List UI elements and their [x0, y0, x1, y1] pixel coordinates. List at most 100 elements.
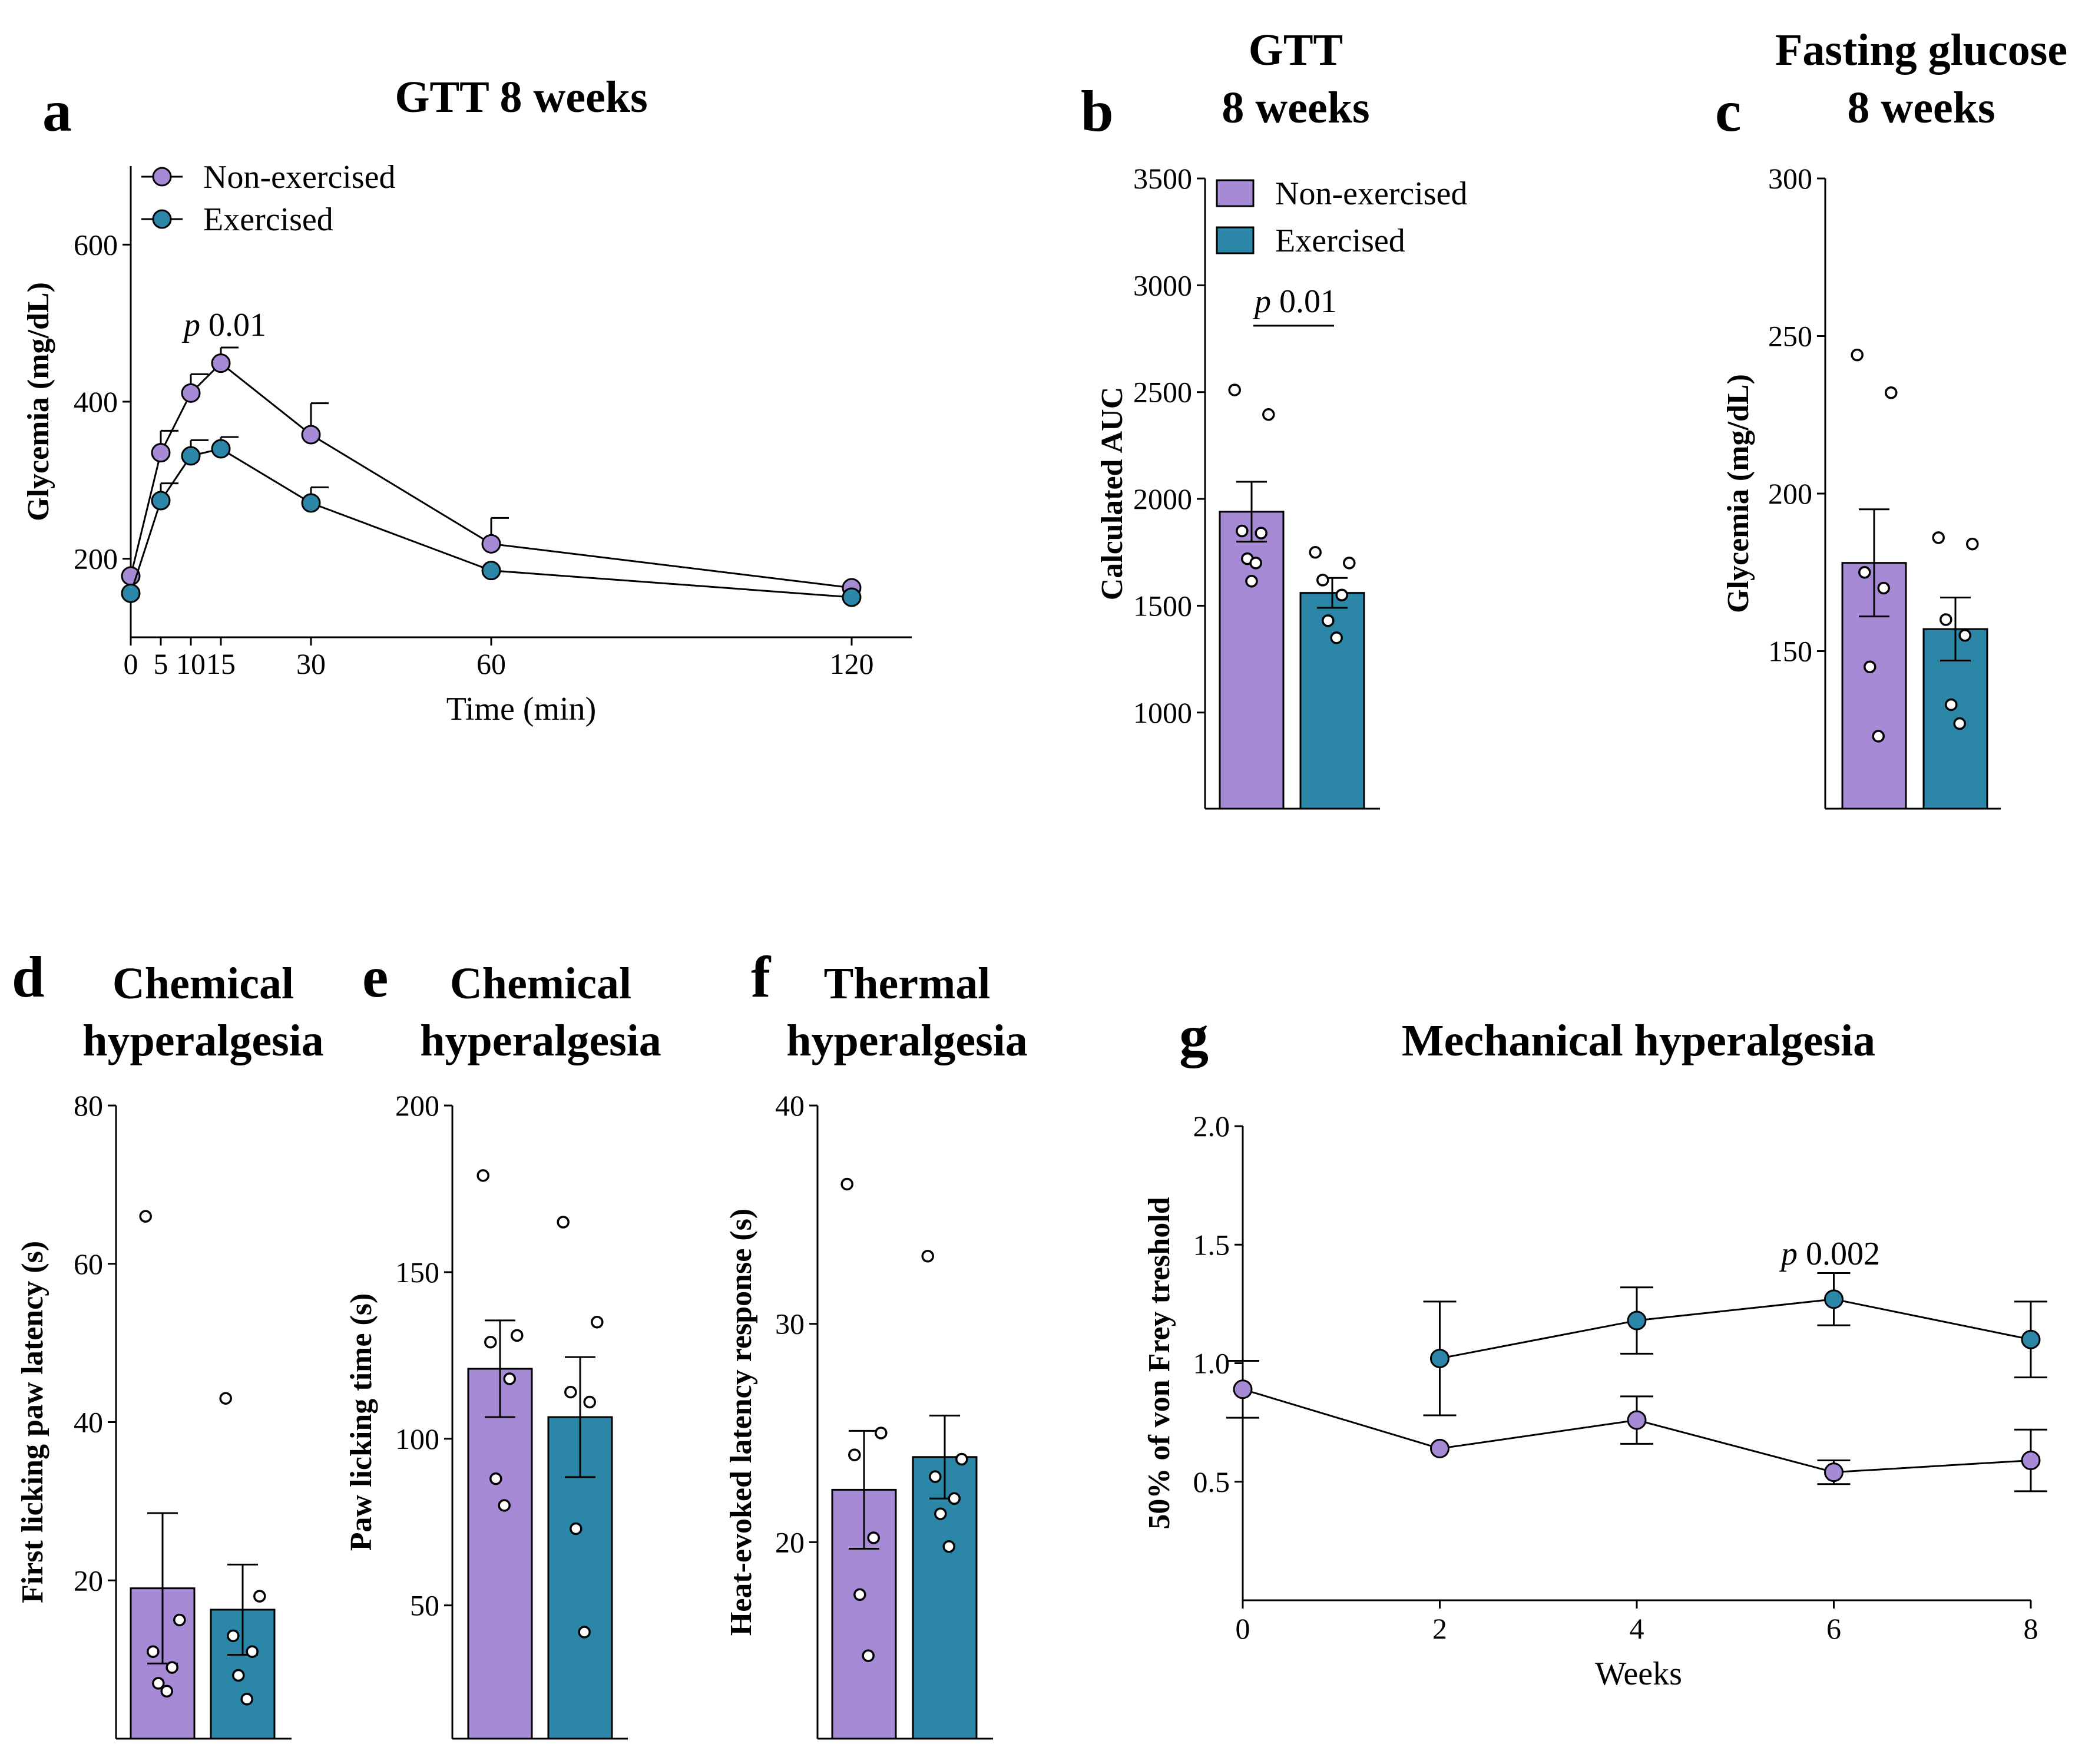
chart-title-a: GTT 8 weeks: [395, 72, 647, 122]
data-point: [1430, 1348, 1449, 1368]
data-point: [875, 1427, 888, 1439]
y-tick-label: 40: [775, 1089, 805, 1122]
data-point: [1824, 1462, 1844, 1482]
data-point: [867, 1531, 880, 1544]
panel-label-b: b: [1081, 78, 1114, 144]
data-point: [1940, 613, 1952, 626]
data-point: [1877, 581, 1890, 595]
data-point: [301, 493, 321, 513]
panel-d: d Chemical hyperalgesia 20 40 60 80 First licki…: [12, 944, 324, 1740]
y-tick-label: 200: [1768, 477, 1812, 510]
p-value-annotation: p 0.01: [181, 307, 266, 343]
p-value-text: 0.01: [200, 307, 266, 343]
data-point: [160, 1684, 173, 1698]
data-point: [840, 1177, 853, 1191]
data-point: [246, 1645, 259, 1658]
panel-f: f Thermal hyperalgesia 20 30 40 Heat-evoked la…: [724, 944, 1028, 1740]
data-point: [1864, 660, 1876, 673]
data-point: [1824, 1289, 1844, 1309]
data-point: [1228, 383, 1241, 396]
x-tick-label: 6: [1826, 1612, 1841, 1645]
data-point: [181, 383, 201, 403]
chart-title-d-1: Chemical: [112, 959, 294, 1008]
y-tick-label: 80: [74, 1089, 103, 1122]
y-tick-label: 2000: [1133, 482, 1192, 515]
data-point: [151, 443, 171, 463]
y-tick-label: 20: [74, 1564, 103, 1597]
bar-exercised: [1299, 592, 1365, 810]
data-point: [570, 1522, 583, 1535]
x-tick-label: 30: [296, 647, 326, 680]
data-point: [1330, 631, 1343, 644]
data-point: [1958, 629, 1971, 642]
data-point: [853, 1588, 866, 1601]
legend-label-exercised: Exercised: [1275, 223, 1405, 259]
bar-exercised: [912, 1456, 978, 1740]
p-value-symbol: p: [1779, 1236, 1798, 1272]
data-point: [481, 561, 501, 581]
data-point: [955, 1452, 968, 1466]
chart-title-b-1: GTT: [1249, 25, 1343, 75]
y-tick-label: 40: [74, 1406, 103, 1439]
y-tick-label: 600: [74, 228, 118, 261]
y-axis-label: Calculated AUC: [1096, 387, 1129, 601]
data-point: [503, 1372, 516, 1385]
data-point: [484, 1335, 497, 1349]
y-tick-label: 150: [395, 1256, 439, 1289]
data-point: [1966, 537, 1979, 551]
data-point: [942, 1540, 955, 1553]
panel-label-e: e: [362, 944, 388, 1010]
data-point: [1245, 574, 1258, 588]
legend-marker: [152, 209, 172, 229]
data-point: [848, 1448, 861, 1461]
panel-label-d: d: [12, 944, 45, 1010]
data-point: [1872, 730, 1885, 743]
y-tick-label: 400: [74, 385, 118, 418]
data-point: [211, 353, 231, 373]
y-tick-label: 1.5: [1193, 1228, 1230, 1261]
data-point: [227, 1629, 240, 1643]
y-tick-label: 30: [775, 1308, 805, 1341]
data-point: [929, 1470, 942, 1483]
chart-title-c-2: 8 weeks: [1847, 83, 1995, 133]
y-tick-label: 150: [1768, 635, 1812, 668]
data-point: [1262, 408, 1275, 421]
legend-label-exercised: Exercised: [203, 201, 333, 238]
y-tick-label: 60: [74, 1247, 103, 1280]
y-tick-label: 3500: [1133, 162, 1192, 195]
y-tick-label: 200: [395, 1089, 439, 1122]
legend-label-non-exercised: Non-exercised: [1275, 176, 1468, 212]
y-tick-label: 1000: [1133, 696, 1192, 729]
y-tick-label: 1500: [1133, 589, 1192, 622]
p-value-text: 0.01: [1271, 283, 1337, 320]
panel-g: g Mechanical hyperalgesia 0.5 1.0 1.5 2.0 50% …: [1143, 1003, 2047, 1692]
panel-label-f: f: [751, 944, 772, 1010]
x-axis-label: Weeks: [1595, 1656, 1682, 1692]
data-point: [498, 1499, 511, 1512]
data-point: [583, 1395, 596, 1409]
data-point: [921, 1250, 934, 1263]
data-point: [934, 1507, 947, 1520]
y-tick-label: 250: [1768, 320, 1812, 353]
data-point: [591, 1316, 604, 1329]
x-tick-label: 120: [830, 647, 874, 680]
x-tick-label: 2: [1432, 1612, 1447, 1645]
p-value-annotation: p 0.002: [1779, 1236, 1880, 1272]
data-point: [1885, 386, 1898, 399]
data-point: [219, 1392, 232, 1405]
data-point: [211, 439, 231, 459]
y-axis-label: 50% of von Frey treshold: [1143, 1197, 1176, 1529]
y-axis-label: Glycemia (mg/dL): [1722, 374, 1755, 613]
data-point: [1309, 545, 1322, 559]
chart-title-g: Mechanical hyperalgesia: [1402, 1016, 1875, 1065]
y-tick-label: 1.0: [1193, 1347, 1230, 1380]
legend-swatch: [1216, 179, 1255, 207]
data-point: [1343, 557, 1356, 570]
y-tick-label: 2500: [1133, 376, 1192, 409]
chart-title-f-2: hyperalgesia: [786, 1016, 1028, 1065]
x-tick-label: 10: [176, 647, 206, 680]
data-point: [1932, 531, 1945, 544]
data-point: [2021, 1329, 2041, 1349]
